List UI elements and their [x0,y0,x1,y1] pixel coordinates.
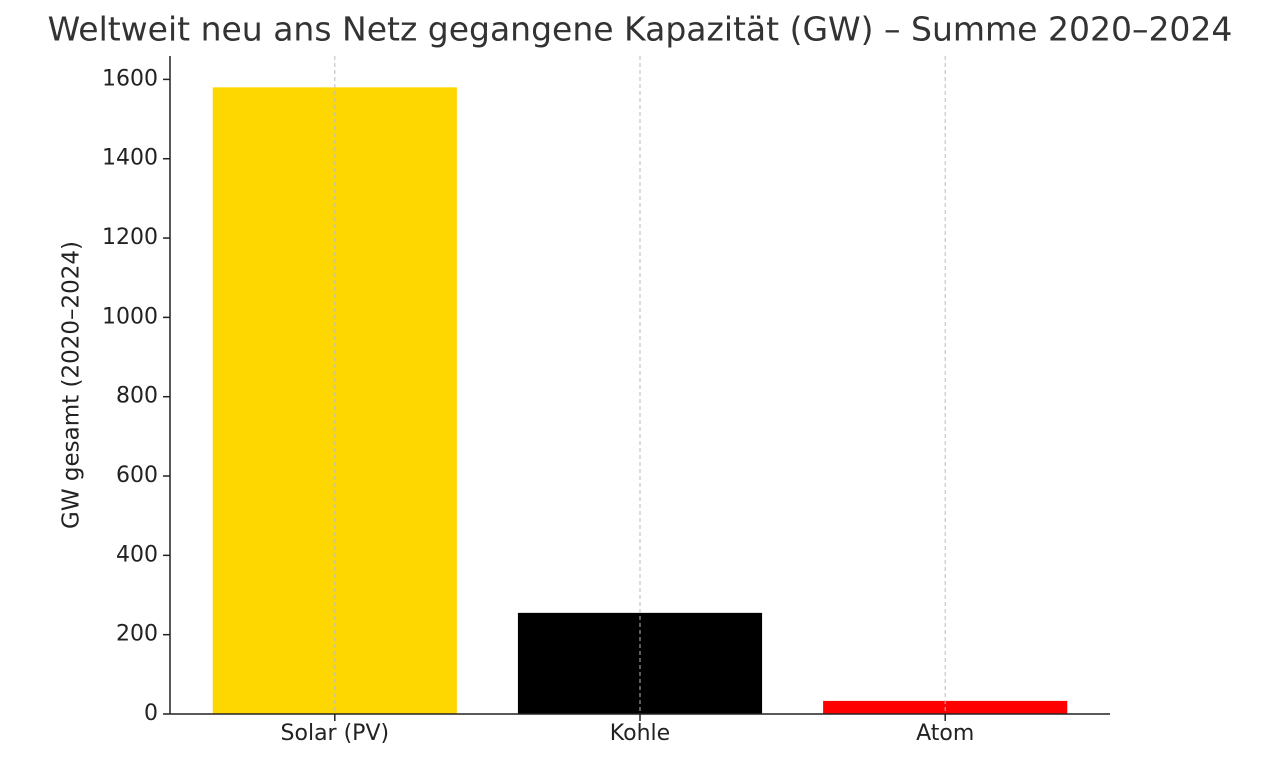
y-tick-label: 1200 [102,225,158,250]
x-tick-label: Solar (PV) [281,721,390,746]
y-tick-label: 800 [116,384,158,409]
bar [517,612,763,714]
y-tick-label: 0 [144,701,158,726]
y-tick-label: 400 [116,542,158,567]
y-tick-label: 1600 [102,66,158,91]
y-axis-label: GW gesamt (2020–2024) [59,241,85,529]
chart-title: Weltweit neu ans Netz gegangene Kapazitä… [48,10,1233,49]
x-tick-label: Atom [916,721,974,746]
y-tick-label: 200 [116,622,158,647]
y-tick-label: 1400 [102,146,158,171]
x-tick-label: Kohle [610,721,670,746]
y-tick-label: 1000 [102,304,158,329]
y-tick-label: 600 [116,463,158,488]
